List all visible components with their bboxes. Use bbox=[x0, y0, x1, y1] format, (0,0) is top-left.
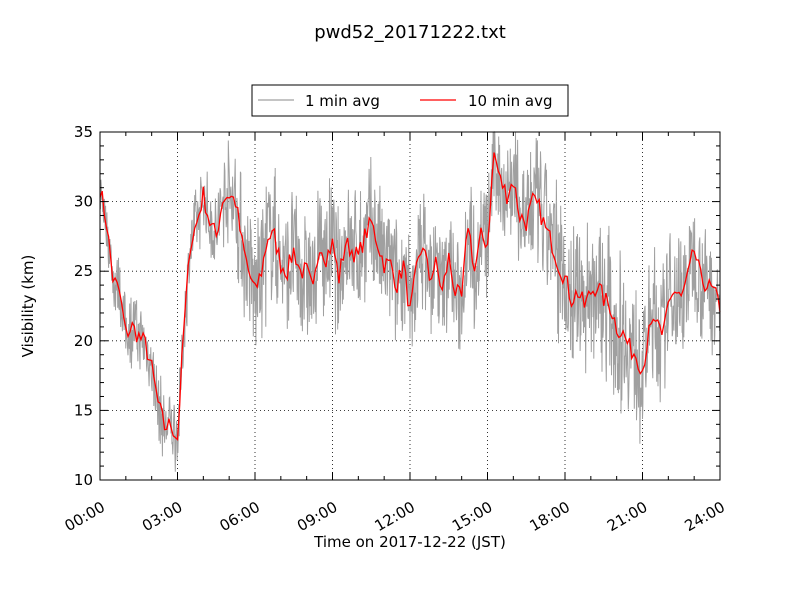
x-tick-label: 18:00 bbox=[527, 498, 573, 535]
y-tick-label: 35 bbox=[74, 123, 93, 141]
series-1min-avg-line bbox=[99, 130, 721, 472]
legend-label-10min: 10 min avg bbox=[468, 92, 553, 110]
y-tick-label: 30 bbox=[74, 193, 93, 211]
x-tick-label: 12:00 bbox=[372, 498, 418, 535]
x-tick-label: 15:00 bbox=[449, 498, 495, 535]
x-tick-label: 03:00 bbox=[139, 498, 185, 535]
legend-label-1min: 1 min avg bbox=[305, 92, 380, 110]
axis-ticks: 00:00 03:00 06:00 09:00 12:00 15:00 18:00 21:00… bbox=[62, 123, 728, 535]
x-axis-label: Time on 2017-12-22 (JST) bbox=[313, 533, 506, 551]
plot-area: 00:00 03:00 06:00 09:00 12:00 15:00 18:00 21:00… bbox=[62, 123, 728, 535]
y-tick-label: 15 bbox=[74, 401, 93, 419]
legend: 1 min avg 10 min avg bbox=[251, 84, 569, 117]
x-tick-label: 21:00 bbox=[604, 498, 650, 535]
series-10min-avg-line bbox=[99, 152, 721, 442]
y-tick-label: 25 bbox=[74, 262, 93, 280]
x-tick-label: 24:00 bbox=[682, 498, 728, 535]
y-tick-label: 20 bbox=[74, 332, 93, 350]
y-axis-label: Visibility (km) bbox=[19, 255, 37, 358]
legend-frame bbox=[251, 84, 569, 117]
chart-title: pwd52_20171222.txt bbox=[314, 22, 506, 43]
x-tick-label: 06:00 bbox=[217, 498, 263, 535]
y-tick-label: 10 bbox=[74, 471, 93, 489]
x-tick-label: 00:00 bbox=[62, 498, 108, 535]
x-tick-label: 09:00 bbox=[294, 498, 340, 535]
